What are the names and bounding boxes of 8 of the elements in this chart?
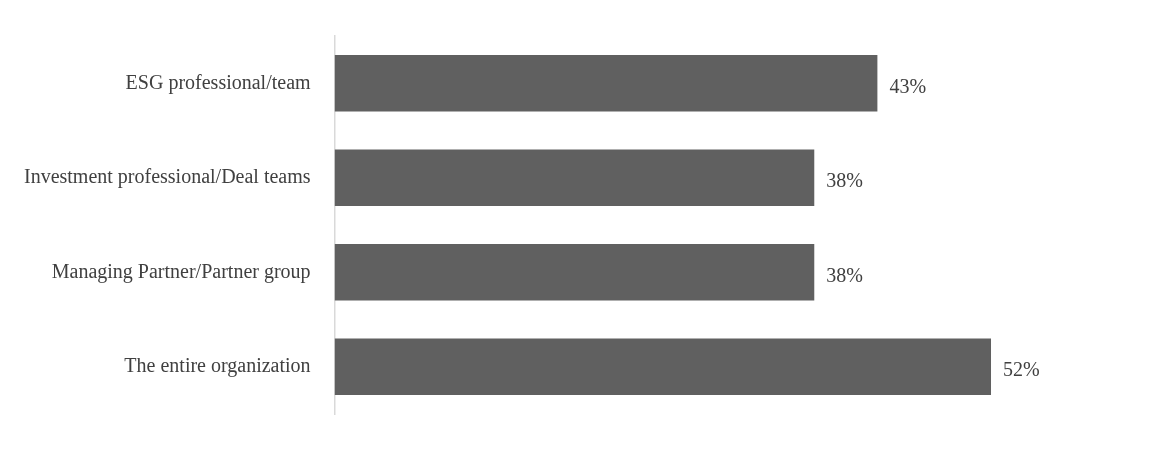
y-tick-label: The entire organization	[124, 354, 311, 377]
data-label: 52%	[1003, 358, 1040, 380]
y-tick-label: ESG professional/team	[125, 70, 312, 94]
data-label: 38%	[826, 263, 863, 286]
y-tick-label: Managing Partner/Partner group	[51, 259, 311, 283]
y-tick-label: Investment professional/Deal teams	[23, 165, 311, 188]
data-label: 43%	[889, 74, 927, 97]
data-label: 38%	[826, 169, 863, 191]
